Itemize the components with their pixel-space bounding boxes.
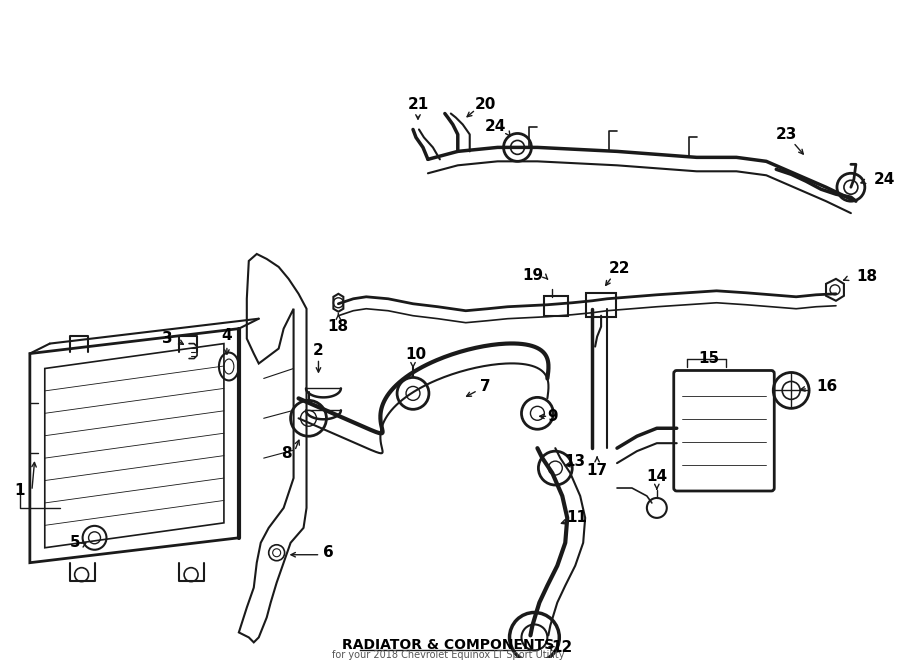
- Text: for your 2018 Chevrolet Equinox LT Sport Utility: for your 2018 Chevrolet Equinox LT Sport…: [331, 650, 564, 660]
- Text: 9: 9: [547, 408, 558, 424]
- Text: 5: 5: [69, 535, 80, 550]
- Text: 23: 23: [776, 127, 796, 142]
- Text: 22: 22: [608, 261, 630, 276]
- Text: 8: 8: [282, 446, 292, 461]
- Text: 3: 3: [162, 331, 173, 346]
- Text: 12: 12: [552, 640, 573, 655]
- Text: 18: 18: [328, 319, 349, 334]
- Text: 13: 13: [564, 453, 586, 469]
- Text: 7: 7: [481, 379, 491, 394]
- Text: RADIATOR & COMPONENTS: RADIATOR & COMPONENTS: [342, 639, 554, 652]
- Text: 19: 19: [522, 268, 543, 284]
- Text: 1: 1: [14, 483, 25, 498]
- Text: 16: 16: [816, 379, 837, 394]
- Text: 4: 4: [221, 328, 232, 343]
- Text: 18: 18: [856, 270, 877, 284]
- Text: 17: 17: [587, 463, 608, 478]
- Text: 2: 2: [313, 343, 324, 358]
- Text: 21: 21: [408, 97, 428, 112]
- Text: 6: 6: [323, 545, 334, 561]
- Text: 20: 20: [475, 97, 496, 112]
- Text: 14: 14: [646, 469, 668, 484]
- Text: 11: 11: [567, 510, 588, 525]
- Text: 24: 24: [874, 172, 896, 187]
- Text: 10: 10: [405, 347, 427, 362]
- Text: 24: 24: [485, 119, 507, 134]
- Text: 15: 15: [698, 351, 719, 366]
